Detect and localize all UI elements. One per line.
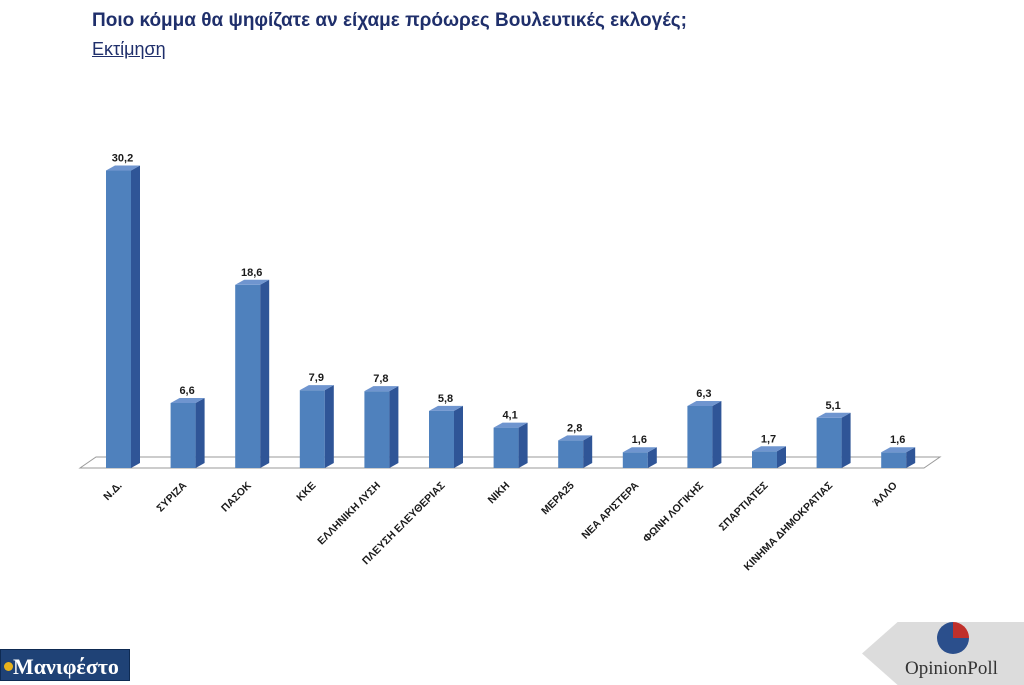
bar [881,447,916,468]
category-label: ΝΕΑ ΑΡΙΣΤΕΡΑ [579,479,641,541]
bar-top [816,412,851,418]
bar-value-label: 1,6 [890,434,905,446]
bar-front [493,427,519,468]
bar-top [558,435,593,441]
bar-front [429,410,454,468]
chart-title: Ποιο κόμμα θα ψηφίζατε αν είχαμε πρόωρες… [92,10,688,31]
bar [558,435,593,468]
bar [622,447,657,468]
category-label: ΣΥΡΙΖΑ [154,479,189,514]
bar-top [364,386,399,392]
category-label: ΚΚΕ [294,480,318,504]
bar-side [324,385,334,468]
bar [364,386,399,468]
logo-dot-icon [4,662,13,671]
bar-value-label: 1,6 [632,434,647,446]
bar-side [906,447,916,468]
bar-front [687,405,713,468]
bar-value-label: 4,1 [502,410,517,422]
bar-side [131,165,140,468]
bar [235,279,270,468]
bar-top [429,405,463,411]
category-label: Ν.Δ. [101,480,124,503]
category-label: ΦΩΝΗ ΛΟΓΙΚΗΣ [641,480,706,545]
bar-value-label: 6,3 [696,388,711,400]
category-label: ΆΛΛΟ [870,480,899,509]
bar-value-label: 30,2 [112,153,133,165]
bar-top [299,385,334,391]
bar-value-label: 18,6 [241,267,262,279]
bar-side [454,405,463,468]
opinionpoll-logo: OpinionPoll [862,622,1024,685]
bar-top [106,165,140,171]
category-label: ΠΑΣΟΚ [219,479,254,514]
chart-value-labels: 30,2 6,6 18,6 7,9 7,8 5,8 4,1 2,8 1,6 6,3 1,7 5,1 1,… [112,153,906,447]
bar-top [235,279,270,285]
bar-side [712,400,722,468]
bar-side [518,422,528,468]
bar-side [777,446,786,468]
bar-top [493,422,528,428]
bar-front [106,170,131,468]
bar-front [881,452,907,468]
bar-value-label: 6,6 [179,385,194,397]
category-label: ΕΛΛΗΝΙΚΗ ΛΥΣΗ [315,480,383,548]
bar-top [687,400,722,406]
bar-front [622,452,648,468]
bar [299,385,334,468]
bar [687,400,722,468]
bar-value-label: 7,8 [373,373,388,385]
bar-front [364,391,390,468]
bar-front [816,417,842,468]
bar [106,165,140,468]
bar-front [558,440,584,468]
bar [752,446,786,468]
chart-bars [106,165,916,468]
bar [816,412,851,468]
bar-front [235,284,261,468]
bar-chart: 30,2 6,6 18,6 7,9 7,8 5,8 4,1 2,8 1,6 6,3 1,7 5,1 1,… [78,153,942,573]
chart-subtitle: Εκτίμηση [92,39,166,59]
category-label: ΣΠΑΡΤΙΑΤΕΣ [717,480,771,534]
bar-top [622,447,657,453]
category-label: ΜΕΡΑ25 [539,480,577,518]
bar-front [752,451,777,468]
bar-top [752,446,786,452]
bar-side [583,435,593,468]
manifesto-logo: Μανιφέστο [0,649,130,681]
bar-side [647,447,657,468]
bar-side [260,279,270,468]
manifesto-logo-text: Μανιφέστο [13,654,119,679]
opinionpoll-logo-text: OpinionPoll [905,658,998,679]
bar-front [299,390,325,468]
bar-top [170,397,205,403]
bar [429,405,463,468]
pie-logo-icon [937,622,969,654]
bar-side [389,386,399,468]
bar-value-label: 1,7 [761,433,776,445]
bar-side [195,397,205,468]
bar-value-label: 5,1 [825,400,840,412]
bar-top [881,447,916,453]
category-label: ΝΙΚΗ [486,480,513,507]
bar [493,422,528,468]
bar-value-label: 5,8 [438,393,453,405]
bar-value-label: 7,9 [309,372,324,384]
bar-value-label: 2,8 [567,422,582,434]
bar-front [170,402,196,468]
bar [170,397,205,468]
bar-side [841,412,851,468]
